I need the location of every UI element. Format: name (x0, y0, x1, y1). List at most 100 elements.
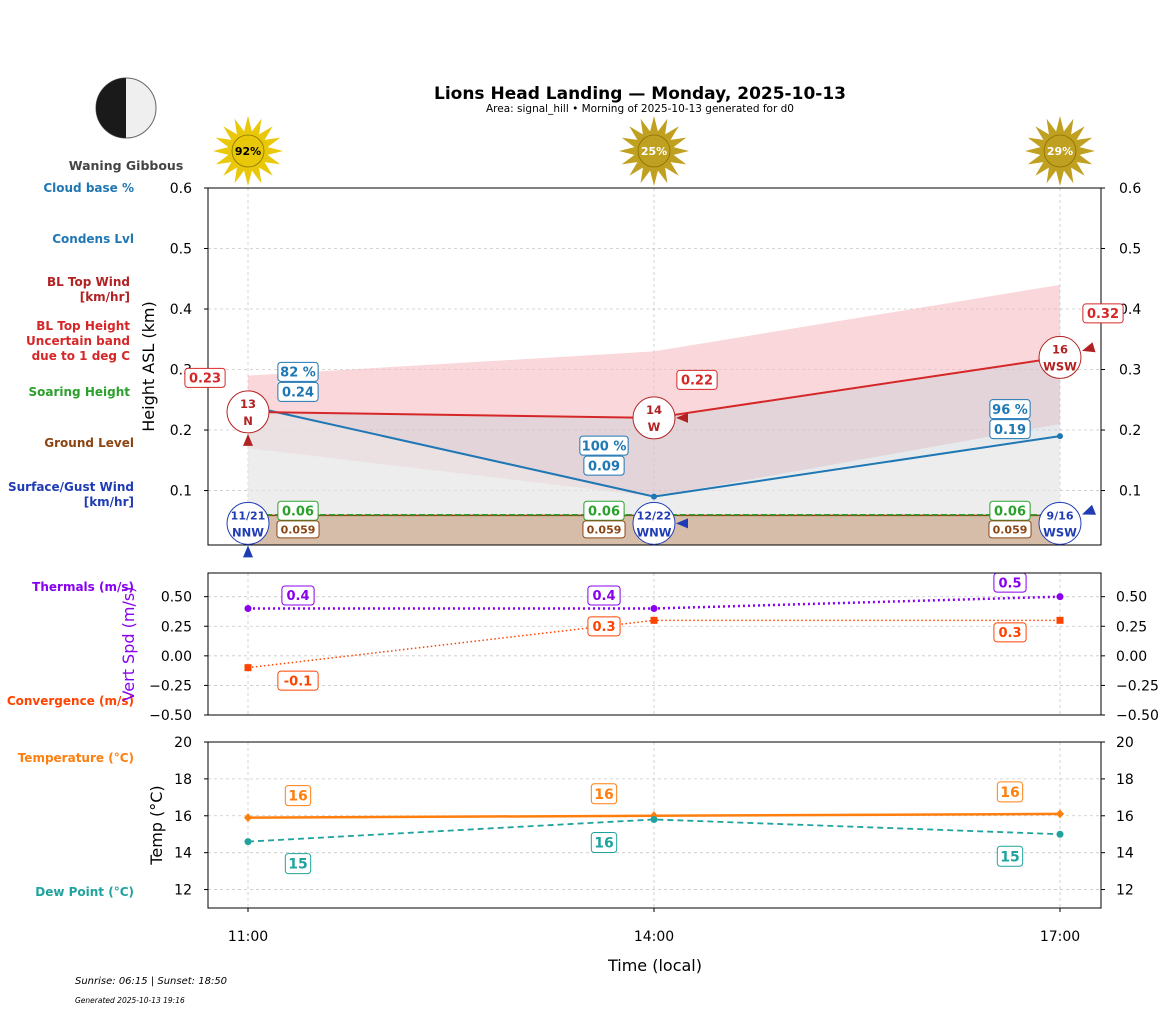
label-bl-top-wind: BL Top Wind (47, 275, 130, 289)
y-tick-label: 0.00 (161, 649, 192, 665)
height-frame (207, 187, 1102, 546)
x-tick-label: 14:00 (634, 929, 674, 945)
dew-label-tag: 16 (590, 831, 618, 853)
surface-wind-dir: WSW (1043, 525, 1077, 539)
thermal-label: 0.4 (592, 589, 615, 604)
sun-icon: 92% (213, 116, 283, 186)
sun-icon: 25% (619, 116, 689, 186)
label-temperature: Temperature (°C) (18, 751, 134, 765)
bl-wind-speed: 16 (1052, 342, 1068, 356)
bl-wind-speed: 13 (240, 397, 256, 411)
convergence-label-box (993, 622, 1027, 643)
sun-indicators: 92% 25% 29% (213, 116, 1095, 186)
cloud-pct-label-box (579, 435, 629, 456)
height-y-label: Height ASL (km) (139, 301, 158, 431)
cloud-pct-label: 96 % (992, 403, 1028, 418)
y-tick-label-right: 16 (1116, 809, 1134, 825)
y-tick-label: 18 (174, 772, 192, 788)
dew-label-tag: 15 (284, 853, 312, 875)
temperature-point (244, 813, 252, 823)
label-bl-top-height: Uncertain band (26, 334, 130, 348)
thermal-point (244, 605, 252, 612)
label-thermals: Thermals (m/s) (32, 580, 134, 594)
chart-subtitle: Area: signal_hill • Morning of 2025-10-1… (486, 103, 794, 115)
thermal-point (1056, 593, 1064, 601)
surface-wind-arrow-icon (1082, 504, 1096, 515)
surface-wind-marker: 11/21 NNW (226, 501, 270, 558)
y-tick-label-right: −0.25 (1116, 678, 1159, 694)
dew-label-box (996, 845, 1024, 867)
moon-icon (95, 77, 157, 139)
temperature-label-box (996, 781, 1024, 803)
dew-label: 16 (594, 836, 613, 852)
condens-label: 0.19 (994, 423, 1026, 438)
label-dew-point: Dew Point (°C) (35, 885, 134, 899)
y-tick-label-right: 0.00 (1116, 649, 1147, 665)
temperature-label-tag: 16 (996, 781, 1024, 803)
y-tick-label-right: 0.3 (1119, 363, 1141, 379)
bl-wind-arrow-icon (1082, 342, 1096, 353)
temperature-label-box (284, 785, 312, 807)
ground-label-box (582, 520, 626, 539)
label-cloud-base: Cloud base % (43, 181, 134, 195)
sun-percent: 92% (235, 145, 261, 158)
y-tick-label-right: 0.2 (1119, 423, 1141, 439)
bl-wind-arrow-icon (243, 433, 253, 446)
convergence-point (1056, 616, 1064, 624)
temperature-panel: 16 16 16 15 16 15 12 12 14 14 16 16 18 18 20 20 Temp (°C… (147, 735, 1134, 945)
chart-title: Lions Head Landing — Monday, 2025-10-13 (434, 84, 846, 104)
label-bl-top-wind: [km/hr] (80, 290, 130, 304)
ground-label-tag: 0.059 (582, 520, 626, 539)
label-bl-top-height: due to 1 deg C (32, 349, 131, 363)
surface-wind-circle (226, 501, 270, 545)
vert-y-label: Vert Spd (m/s) (119, 587, 138, 702)
y-tick-label-right: 0.5 (1119, 242, 1141, 258)
convergence-label: 0.3 (592, 620, 615, 635)
label-surface-wind: Surface/Gust Wind (8, 480, 134, 494)
y-tick-label: −0.50 (149, 708, 192, 724)
vert-frame (207, 572, 1102, 716)
temp-y-label: Temp (°C) (147, 785, 166, 865)
bl-top-label-box (1082, 303, 1124, 324)
surface-wind-speed: 11/21 (231, 509, 266, 522)
bl-wind-arrow-icon (676, 412, 688, 423)
bl-top-label-box (184, 367, 226, 388)
bl-top-label-tag: 0.23 (184, 367, 226, 388)
label-condens: Condens Lvl (52, 232, 134, 246)
temperature-point (1056, 809, 1064, 819)
sun-disc (231, 134, 265, 168)
sun-percent: 25% (641, 145, 667, 158)
bl-wind-speed: 14 (646, 403, 662, 417)
label-bl-top-height: BL Top Height (36, 319, 130, 333)
condens-label-tag: 0.19 (989, 419, 1031, 440)
cloud-pct-label-box (277, 361, 319, 382)
cloud-pct-label-tag: 100 % (579, 435, 629, 456)
temperature-label: 16 (594, 787, 613, 803)
convergence-label-tag: -0.1 (277, 670, 319, 691)
bl-wind-circle (632, 396, 676, 440)
convergence-label: -0.1 (284, 674, 312, 689)
y-tick-label: 0.4 (170, 302, 192, 318)
y-tick-label-right: 0.50 (1116, 590, 1147, 606)
surface-wind-marker: 9/16 WSW (1038, 501, 1096, 545)
thermal-label-tag: 0.4 (587, 585, 621, 606)
bl-wind-circle (226, 390, 270, 434)
y-tick-label-right: 0.25 (1116, 619, 1147, 635)
surface-wind-speed: 9/16 (1047, 509, 1074, 522)
temperature-label-box (590, 783, 618, 805)
y-tick-label: −0.25 (149, 678, 192, 694)
soaring-label-tag: 0.06 (583, 500, 625, 521)
y-tick-label-right: 12 (1116, 883, 1134, 899)
y-tick-label: 16 (174, 809, 192, 825)
cloud-pct-label: 100 % (582, 439, 627, 454)
surface-wind-marker: 12/22 WNW (632, 501, 688, 545)
convergence-label-box (277, 670, 319, 691)
below-cloud-area (248, 405, 1060, 516)
y-tick-label: 0.5 (170, 242, 192, 258)
sun-disc (637, 134, 671, 168)
bl-wind-dir: W (648, 420, 661, 434)
soaring-label-box (583, 500, 625, 521)
temperature-label-tag: 16 (284, 785, 312, 807)
y-tick-label: 12 (174, 883, 192, 899)
generated-stamp: Generated 2025-10-13 19:16 (75, 996, 185, 1005)
